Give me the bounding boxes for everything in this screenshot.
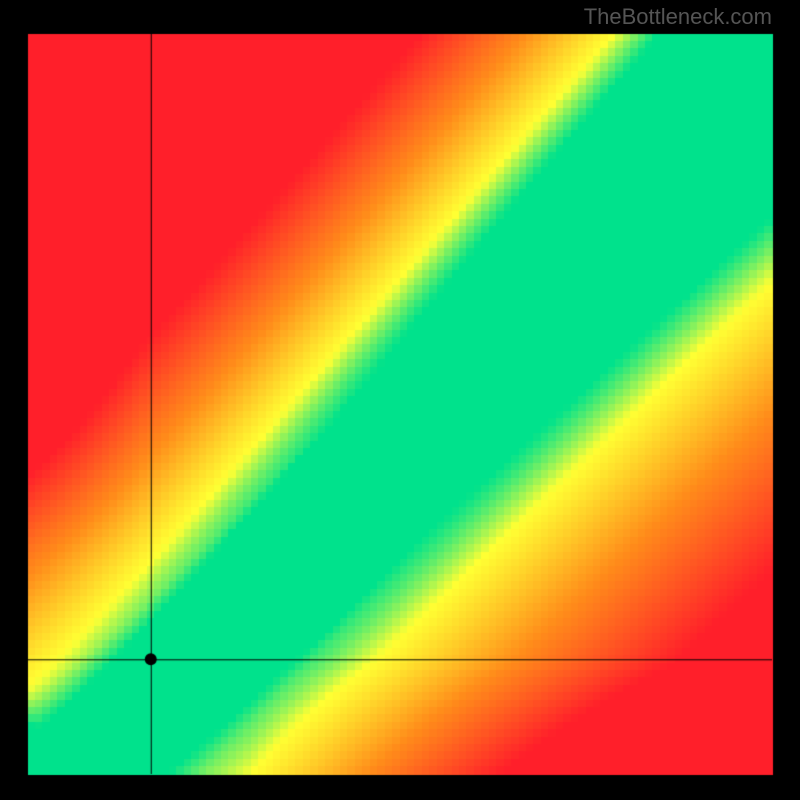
watermark-label: TheBottleneck.com [584,4,772,30]
bottleneck-heatmap [0,0,800,800]
chart-container: TheBottleneck.com [0,0,800,800]
